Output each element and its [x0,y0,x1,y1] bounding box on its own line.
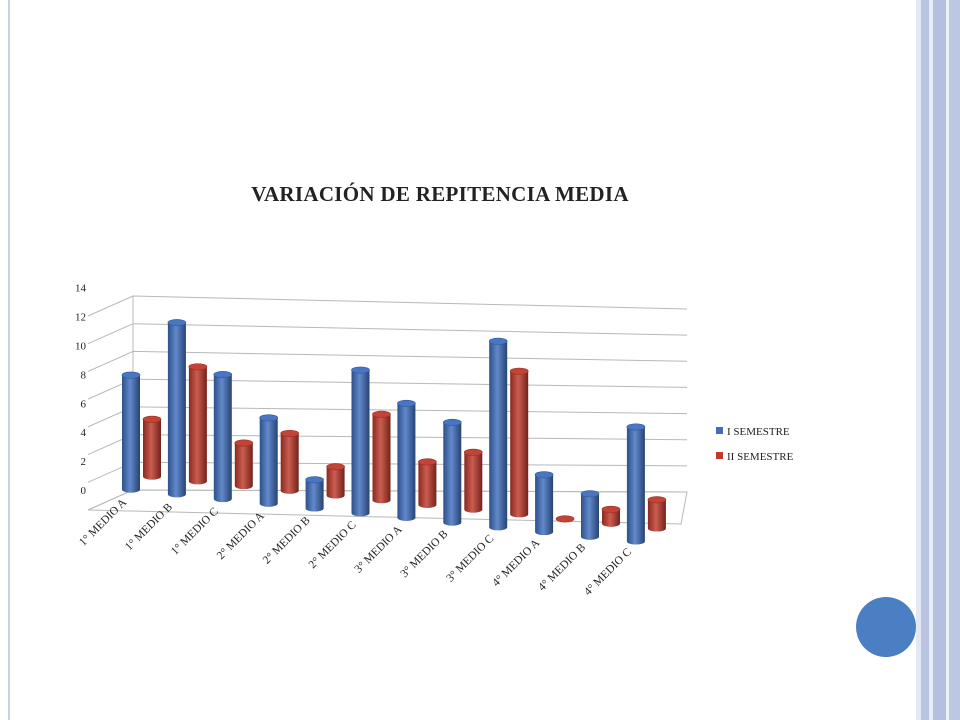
bar-series-1-8 [488,337,508,531]
x-category-label-5: 2° MEDIO C [307,519,359,571]
x-category-label-11: 4° MEDIO C [582,546,634,598]
bar-series-1-0 [121,371,141,493]
bar-series-1-5 [351,366,370,517]
bar-series-2-7 [463,448,483,513]
slide-right-border [916,0,960,720]
y-tick-label-5: 10 [75,341,87,353]
legend-swatch-series-1 [716,427,723,434]
bar-series-1-4 [305,476,324,512]
bar-series-2-9 [555,515,575,523]
y-tick-label-7: 14 [75,283,87,295]
y-tick-label-4: 8 [81,369,87,381]
bar-series-2-11 [647,496,667,532]
legend-label-series-1: I SEMESTRE [727,426,790,438]
y-tick-label-0: 0 [81,485,87,497]
x-category-label-7: 3° MEDIO B [398,528,450,580]
x-category-label-4: 2° MEDIO B [261,514,313,566]
bar-series-2-8 [509,367,529,518]
bar-series-1-1 [167,319,187,498]
x-category-label-10: 4° MEDIO B [536,541,588,593]
accent-circle [856,597,916,657]
chart-title: VARIACIÓN DE REPITENCIA MEDIA [251,182,629,206]
bar-series-1-2 [213,371,233,503]
bar-series-1-11 [626,423,646,545]
bar-series-2-0 [142,415,162,480]
chart-floor [87,489,688,525]
chart-bars [121,319,667,545]
y-tick-label-1: 2 [81,456,87,468]
chart-legend: I SEMESTRE II SEMESTRE [716,426,794,463]
y-tick-label-3: 6 [81,398,87,410]
gridline-7 [87,295,688,317]
bar-series-2-4 [326,463,345,499]
x-category-label-3: 2° MEDIO A [215,510,267,562]
bar-series-2-1 [188,363,208,485]
bar-series-1-9 [534,471,554,536]
x-category-label-0: 1° MEDIO A [77,496,129,548]
bar-series-2-2 [234,439,254,490]
y-tick-label-2: 4 [81,427,87,439]
bar-series-2-5 [372,410,391,504]
x-category-label-6: 3° MEDIO A [353,523,405,575]
bar-series-1-7 [442,418,462,526]
slide-left-border [0,0,10,720]
bar-series-2-10 [601,505,621,527]
x-category-label-1: 1° MEDIO B [123,501,175,553]
y-axis-ticks: 0 2 4 6 8 10 12 14 [75,283,87,497]
bar-series-2-3 [280,429,300,494]
bar-series-1-3 [259,414,279,507]
x-category-label-2: 1° MEDIO C [169,505,221,557]
x-category-label-9: 4° MEDIO A [490,537,542,589]
legend-label-series-2: II SEMESTRE [727,451,794,463]
bar-series-1-6 [397,399,416,521]
y-tick-label-6: 12 [75,312,86,324]
x-category-label-8: 3° MEDIO C [444,532,496,584]
bar-series-1-10 [580,490,600,540]
bar-series-2-6 [418,458,437,508]
legend-swatch-series-2 [716,452,723,459]
